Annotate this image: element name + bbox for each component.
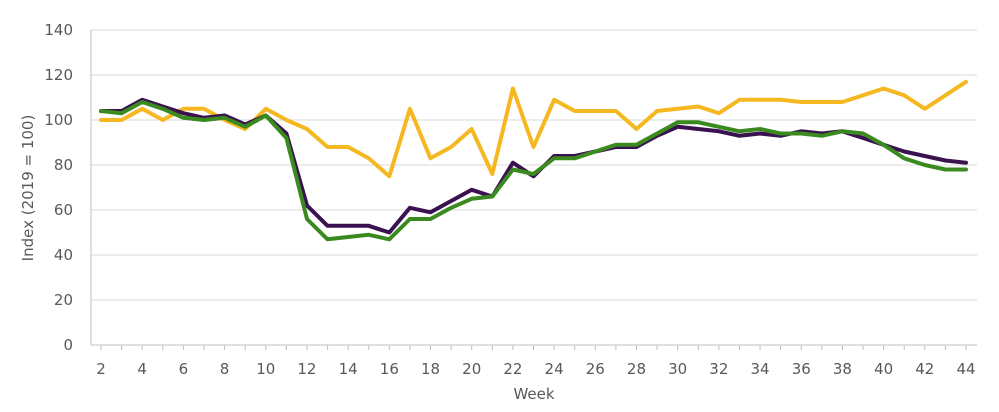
series-line-1: [99, 79, 968, 179]
y-tick-labels: 0 20 40 60 80 100 120 140: [44, 21, 73, 354]
y-tick-label: 0: [63, 336, 73, 354]
y-axis-title: Index (2019 = 100): [19, 115, 37, 262]
y-tick-label: 120: [44, 66, 73, 84]
y-tick-label: 40: [54, 246, 73, 264]
x-tick-label: 20: [462, 360, 481, 378]
grid: [91, 29, 977, 301]
x-tick-label: 14: [339, 360, 358, 378]
x-tick-label: 36: [792, 360, 811, 378]
x-tick-label: 30: [668, 360, 687, 378]
x-tick-label: 10: [256, 360, 275, 378]
y-tick-label: 20: [54, 291, 73, 309]
y-tick-label: 60: [54, 201, 73, 219]
x-tick-label: 24: [545, 360, 564, 378]
x-tick-label: 12: [297, 360, 316, 378]
x-tick-label: 8: [220, 360, 230, 378]
x-tick-label: 16: [380, 360, 399, 378]
x-tick-label: 4: [137, 360, 147, 378]
x-tick-label: 26: [586, 360, 605, 378]
series-line-2: [99, 97, 968, 235]
x-tick-label: 6: [179, 360, 189, 378]
x-tick-label: 38: [833, 360, 852, 378]
x-axis-title: Week: [513, 385, 554, 403]
x-tick-label: 42: [915, 360, 934, 378]
x-tick-label: 44: [956, 360, 975, 378]
x-tick-label: 40: [874, 360, 893, 378]
x-tick-label: 34: [751, 360, 770, 378]
x-tick-label: 18: [421, 360, 440, 378]
y-tick-label: 140: [44, 21, 73, 39]
y-tick-label: 80: [54, 156, 73, 174]
x-tick-labels: 2 4 6 8 10 12 14 16 18 20 22 24 26 28 30 32 34 36 38 40 42 44: [96, 360, 975, 378]
x-tick-label: 28: [627, 360, 646, 378]
series-lines: [99, 79, 968, 242]
y-tick-label: 100: [44, 111, 73, 129]
x-tick-label: 32: [709, 360, 728, 378]
x-tick-label: 2: [96, 360, 106, 378]
axes: [90, 30, 977, 350]
series-line-3: [99, 100, 968, 242]
x-tick-label: 22: [503, 360, 522, 378]
